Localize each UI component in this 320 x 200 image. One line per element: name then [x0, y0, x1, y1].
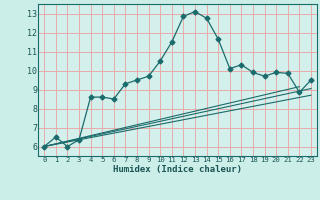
X-axis label: Humidex (Indice chaleur): Humidex (Indice chaleur): [113, 165, 242, 174]
